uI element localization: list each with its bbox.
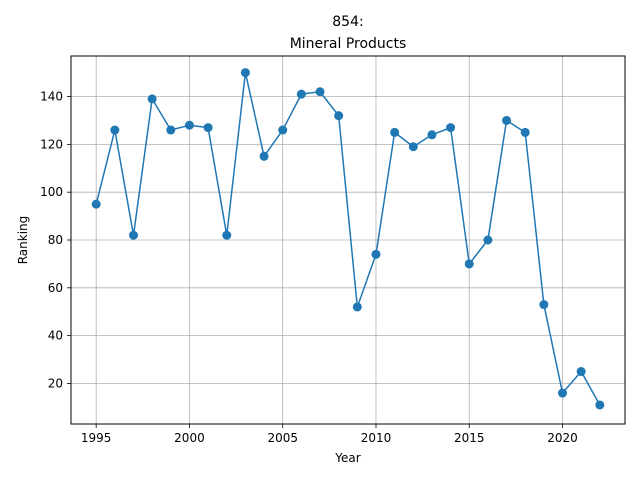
data-point [371,249,381,259]
grid-layer [71,56,625,424]
chart-title-line-1: 854: [332,14,363,30]
y-tick-label: 40 [48,329,63,343]
chart-title-line-2: Mineral Products [290,36,407,52]
data-point [446,123,456,133]
tick-layer: 1995 2000 2005 2010 2015 20202040608010012014… [40,90,578,445]
y-tick-label: 80 [48,233,63,247]
data-point [520,127,530,137]
x-tick-label: 2010 [361,431,392,445]
data-point [576,367,586,377]
data-point [427,130,437,140]
data-point [128,230,138,240]
y-tick-label: 20 [48,376,63,390]
data-point [390,127,400,137]
data-point [315,87,325,97]
data-point [166,125,176,135]
y-tick-label: 60 [48,281,63,295]
y-tick-label: 140 [40,90,63,104]
y-axis-label: Ranking [16,216,30,265]
data-point [110,125,120,135]
data-point [408,142,418,152]
data-point [539,300,549,310]
series-line [95,71,601,406]
series-layer [91,68,605,410]
data-point [296,89,306,99]
y-tick-label: 120 [40,137,63,151]
data-point [483,235,493,245]
y-tick-label: 100 [40,185,63,199]
data-point [595,400,605,410]
data-point [334,111,344,121]
x-tick-label: 2015 [454,431,485,445]
data-point [464,259,474,269]
data-point [278,125,288,135]
x-axis-label: Year [334,451,360,465]
x-tick-label: 2005 [267,431,298,445]
data-point [240,68,250,78]
x-tick-label: 2020 [547,431,578,445]
data-point [502,115,512,125]
data-point [147,94,157,104]
data-point [184,120,194,130]
x-tick-label: 2000 [174,431,205,445]
data-point [222,230,232,240]
data-point [203,123,213,133]
data-point [352,302,362,312]
data-point [91,199,101,209]
data-point [558,388,568,398]
x-tick-label: 1995 [81,431,112,445]
data-point [259,151,269,161]
